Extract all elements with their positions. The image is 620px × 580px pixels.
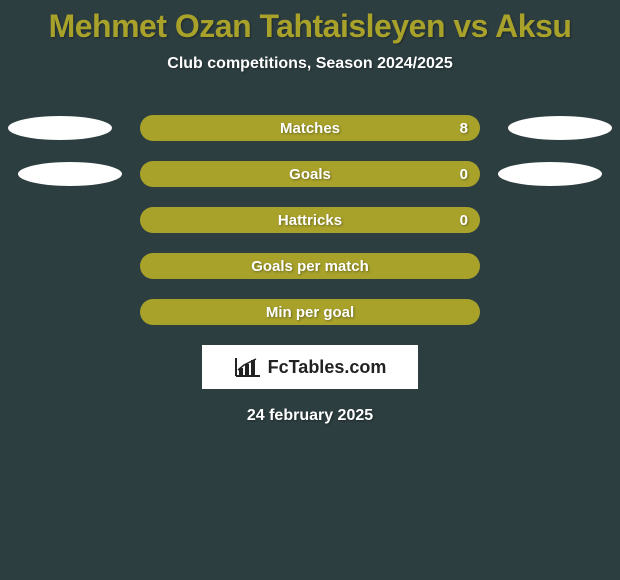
stat-bar: Goals per match <box>140 253 480 279</box>
stat-row: Min per goal <box>0 299 620 325</box>
right-ellipse-icon <box>508 116 612 140</box>
stat-row: Hattricks 0 <box>0 207 620 233</box>
stat-label: Goals per match <box>251 258 369 275</box>
footer-logo-text: FcTables.com <box>268 357 387 378</box>
left-ellipse-icon <box>18 162 122 186</box>
bar-chart-icon <box>234 356 262 378</box>
stat-bar: Min per goal <box>140 299 480 325</box>
comparison-infographic: Mehmet Ozan Tahtaisleyen vs Aksu Club co… <box>0 0 620 580</box>
stat-bar: Goals 0 <box>140 161 480 187</box>
stat-row: Goals per match <box>0 253 620 279</box>
footer-logo: FcTables.com <box>202 345 418 389</box>
stat-label: Matches <box>280 120 340 137</box>
stat-value: 0 <box>460 212 468 229</box>
stat-value: 8 <box>460 120 468 137</box>
right-ellipse-icon <box>498 162 602 186</box>
stat-bar: Matches 8 <box>140 115 480 141</box>
stat-label: Min per goal <box>266 304 354 321</box>
stat-rows: Matches 8 Goals 0 Hattricks 0 Goals <box>0 115 620 325</box>
stat-label: Hattricks <box>278 212 342 229</box>
stat-row: Goals 0 <box>0 161 620 187</box>
footer-date: 24 february 2025 <box>0 407 620 425</box>
left-ellipse-icon <box>8 116 112 140</box>
stat-row: Matches 8 <box>0 115 620 141</box>
stat-bar: Hattricks 0 <box>140 207 480 233</box>
stat-label: Goals <box>289 166 331 183</box>
page-title: Mehmet Ozan Tahtaisleyen vs Aksu <box>0 0 620 45</box>
page-subtitle: Club competitions, Season 2024/2025 <box>0 55 620 73</box>
stat-value: 0 <box>460 166 468 183</box>
